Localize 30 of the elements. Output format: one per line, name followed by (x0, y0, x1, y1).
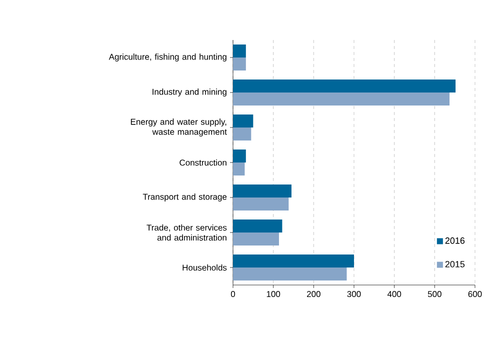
bar (233, 58, 246, 71)
bar (233, 254, 354, 268)
bar (233, 232, 279, 246)
bar (233, 128, 252, 141)
x-tick-label: 0 (230, 291, 236, 298)
bar (233, 150, 246, 163)
legend-label: 2015 (445, 260, 465, 268)
bar (233, 184, 292, 198)
bar (233, 198, 289, 211)
bar (233, 44, 246, 58)
x-tick-label: 300 (347, 291, 361, 298)
bar (233, 114, 254, 128)
y-tick-label: Industry and mining (152, 88, 226, 96)
x-tick-label: 400 (387, 291, 402, 298)
y-tick-label: Households (182, 264, 227, 271)
y-tick-label: Transport and storage (142, 194, 227, 202)
y-tick-label: Trade, other services and administration (146, 224, 227, 241)
bar (233, 268, 347, 280)
x-tick-label: 500 (428, 291, 442, 298)
bar (233, 162, 245, 176)
legend-label: 2016 (445, 237, 465, 244)
y-tick-label: Energy and water supply, waste management (130, 118, 227, 136)
y-tick-label: Construction (180, 159, 226, 166)
y-tick-label: Agriculture, fishing and hunting (108, 54, 226, 62)
x-tick-label: 100 (266, 291, 280, 298)
bar (233, 80, 456, 93)
bar (233, 220, 282, 233)
bar (233, 92, 450, 106)
x-tick-label: 200 (306, 291, 320, 298)
x-tick-label: 600 (468, 291, 482, 298)
